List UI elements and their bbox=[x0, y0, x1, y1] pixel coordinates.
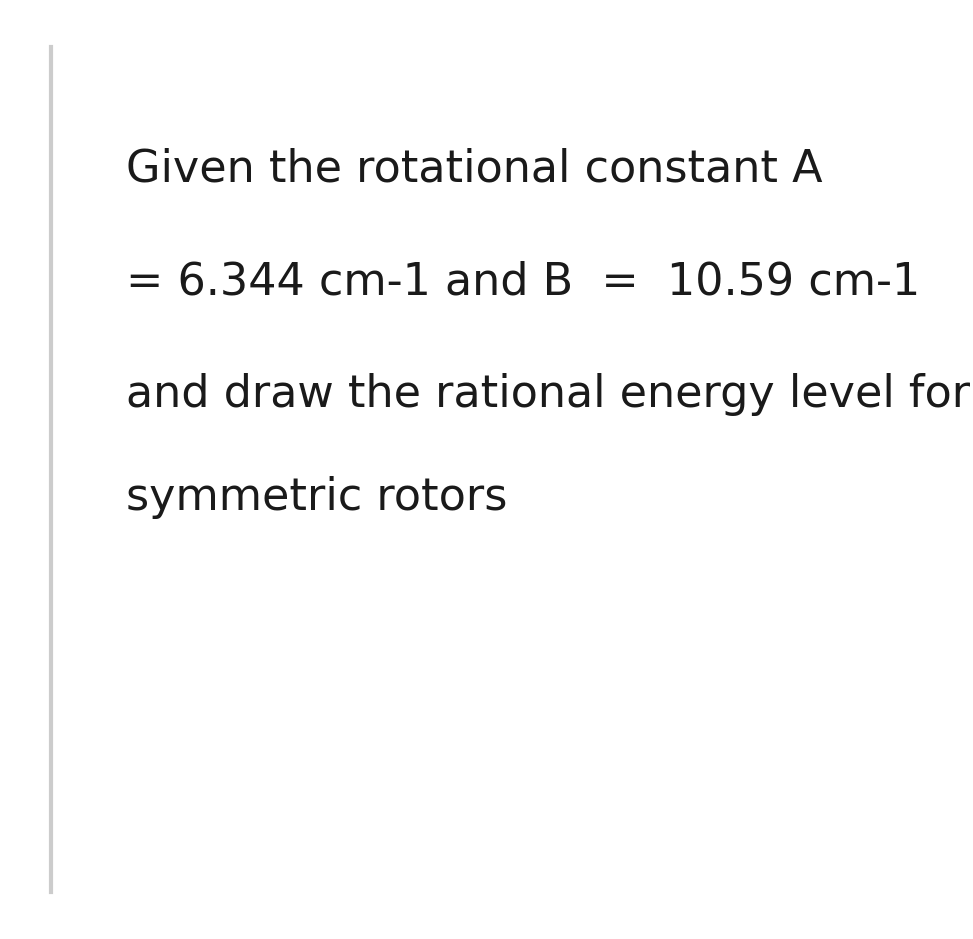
Text: Given the rotational constant A: Given the rotational constant A bbox=[126, 147, 823, 191]
Text: symmetric rotors: symmetric rotors bbox=[126, 476, 508, 519]
Text: and draw the rational energy level for: and draw the rational energy level for bbox=[126, 373, 971, 416]
Text: = 6.344 cm-1 and B  =  10.59 cm-1: = 6.344 cm-1 and B = 10.59 cm-1 bbox=[126, 260, 920, 303]
